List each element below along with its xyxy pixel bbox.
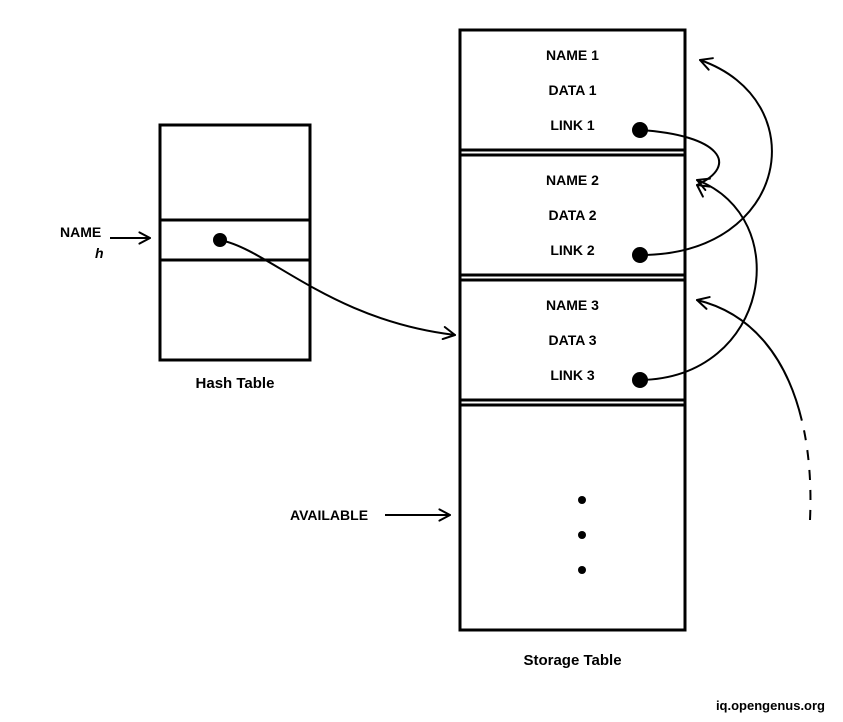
arrow-hash-to-storage: [220, 240, 455, 335]
ellipsis-dot-2: [578, 531, 586, 539]
name-sub-h: h: [95, 245, 104, 261]
arrow-link1-to-row2: [640, 130, 719, 185]
storage-row-3-name: NAME 3: [546, 297, 599, 313]
storage-row-1-data: DATA 1: [549, 82, 597, 98]
hash-table: NAME h Hash Table: [60, 125, 310, 392]
available-label: AVAILABLE: [290, 507, 368, 523]
storage-row-3-link: LINK 3: [550, 367, 595, 383]
credit-text: iq.opengenus.org: [716, 698, 825, 713]
hash-table-caption: Hash Table: [196, 375, 275, 392]
storage-row-2-data: DATA 2: [549, 207, 597, 223]
arrow-dashed-to-row3: [697, 300, 810, 520]
storage-row-1-link: LINK 1: [550, 117, 595, 133]
storage-table-caption: Storage Table: [523, 652, 621, 669]
arrow-link2-to-row1: [640, 60, 772, 255]
storage-row-1-name: NAME 1: [546, 47, 599, 63]
name-label: NAME: [60, 224, 101, 240]
ellipsis-dot-3: [578, 566, 586, 574]
storage-row-3-data: DATA 3: [549, 332, 597, 348]
storage-row-2-link: LINK 2: [550, 242, 595, 258]
storage-row-2-name: NAME 2: [546, 172, 599, 188]
hash-table-box: [160, 125, 310, 360]
storage-table: NAME 1 DATA 1 LINK 1 NAME 2 DATA 2 LINK 2 NAME…: [290, 30, 685, 669]
ellipsis-dot-1: [578, 496, 586, 504]
